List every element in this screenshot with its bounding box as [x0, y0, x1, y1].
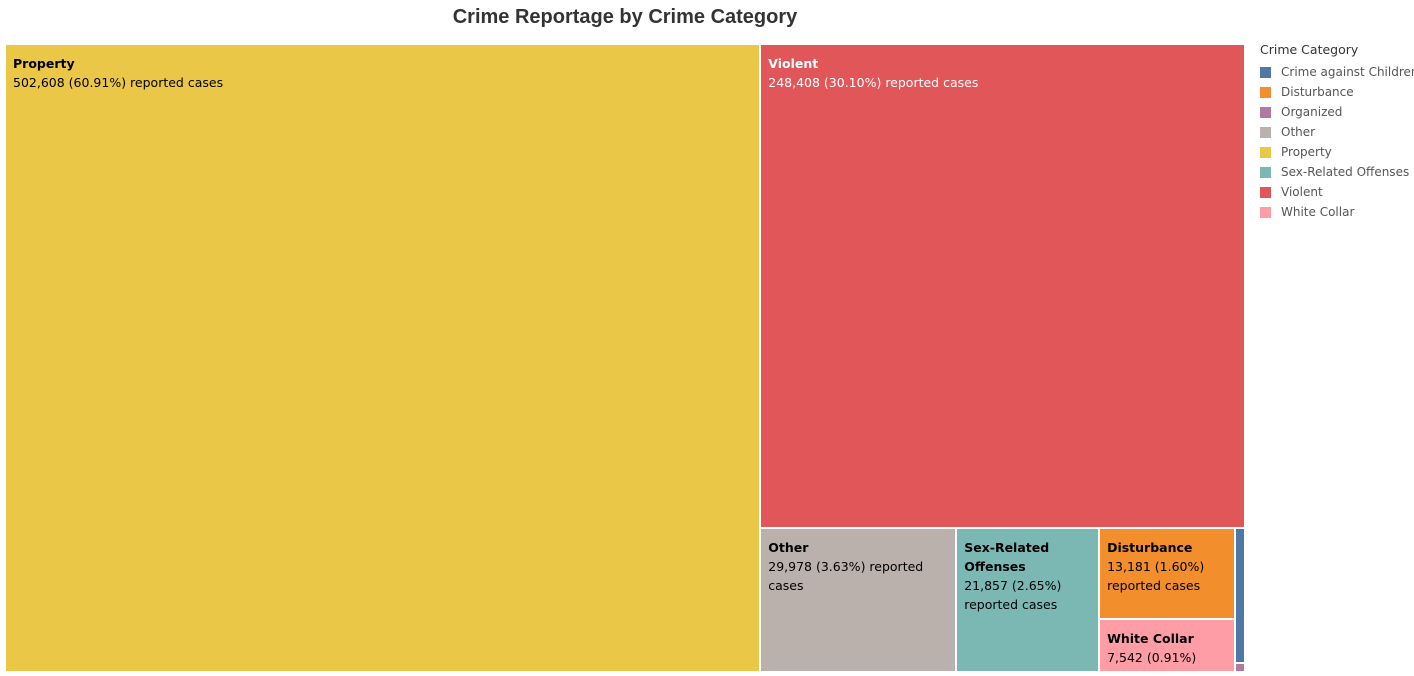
legend-title: Crime Category	[1260, 42, 1359, 57]
legend-item-organized[interactable]: Organized	[1260, 102, 1414, 122]
tile-value-label: 29,978 (3.63%) reported cases	[768, 558, 924, 593]
tile-category-name: Disturbance	[1107, 539, 1193, 555]
legend-label: Crime against Children	[1281, 65, 1414, 79]
tile-value-label: 7,542 (0.91%)	[1107, 650, 1197, 666]
tile-sex-related-offenses[interactable]: Sex-Related Offenses 21,857 (2.65%) repor…	[956, 527, 1100, 672]
tile-label: Sex-Related Offenses 21,857 (2.65%) repor…	[964, 538, 1092, 614]
legend-item-other[interactable]: Other	[1260, 122, 1414, 142]
tile-label: Violent 248,408 (30.10%) reported cases	[768, 54, 1238, 92]
legend-swatch	[1260, 126, 1271, 138]
legend-item-white-collar[interactable]: White Collar	[1260, 202, 1414, 222]
tile-value-label: 13,181 (1.60%) reported cases	[1107, 558, 1205, 593]
tile-category-name: Violent	[768, 56, 819, 71]
legend-label: Other	[1281, 125, 1316, 139]
legend-label: Violent	[1281, 185, 1323, 199]
tile-violent[interactable]: Violent 248,408 (30.10%) reported cases	[760, 44, 1245, 528]
tile-crime-against-children[interactable]	[1234, 527, 1245, 663]
tile-organized[interactable]	[1234, 662, 1245, 672]
tile-disturbance[interactable]: Disturbance 13,181 (1.60%) reported cases	[1099, 527, 1235, 620]
tile-white-collar[interactable]: White Collar 7,542 (0.91%)	[1099, 619, 1235, 672]
tile-value-label: 502,608 (60.91%) reported cases	[13, 75, 224, 90]
legend-item-violent[interactable]: Violent	[1260, 182, 1414, 202]
legend-item-property[interactable]: Property	[1260, 142, 1414, 162]
legend-swatch	[1260, 106, 1271, 118]
tile-label: Other 29,978 (3.63%) reported cases	[768, 538, 949, 595]
chart-title: Crime Reportage by Crime Category	[452, 6, 798, 28]
legend-item-disturbance[interactable]: Disturbance	[1260, 82, 1414, 102]
legend: Crime Category Crime against Children Dis…	[1260, 42, 1414, 222]
tile-category-name: Sex-Related Offenses	[964, 539, 1050, 574]
legend-label: Sex-Related Offenses	[1281, 165, 1410, 179]
legend-label: Property	[1281, 145, 1332, 159]
tile-label: Disturbance 13,181 (1.60%) reported cases	[1107, 538, 1227, 595]
legend-swatch	[1260, 66, 1271, 78]
legend-items: Crime against Children Disturbance Organiz…	[1260, 62, 1414, 222]
tile-other[interactable]: Other 29,978 (3.63%) reported cases	[760, 527, 957, 672]
tile-value-label: 21,857 (2.65%) reported cases	[964, 577, 1062, 612]
legend-swatch	[1260, 186, 1271, 198]
tile-label: White Collar 7,542 (0.91%)	[1107, 629, 1227, 667]
tile-property[interactable]: Property 502,608 (60.91%) reported cases	[5, 44, 761, 672]
treemap: Property 502,608 (60.91%) reported cases V…	[5, 44, 1245, 672]
tile-category-name: White Collar	[1107, 631, 1194, 647]
tile-category-name: Property	[13, 56, 75, 71]
tile-value-label: 248,408 (30.10%) reported cases	[768, 75, 979, 90]
legend-swatch	[1260, 86, 1271, 98]
tile-label: Property 502,608 (60.91%) reported cases	[13, 54, 753, 92]
legend-swatch	[1260, 166, 1271, 178]
legend-label: Organized	[1281, 105, 1343, 119]
legend-label: Disturbance	[1281, 85, 1354, 99]
tile-category-name: Other	[768, 539, 809, 555]
legend-label: White Collar	[1281, 205, 1355, 219]
legend-item-sex-related-offenses[interactable]: Sex-Related Offenses	[1260, 162, 1414, 182]
legend-item-crime-against-children[interactable]: Crime against Children	[1260, 62, 1414, 82]
legend-swatch	[1260, 146, 1271, 158]
legend-swatch	[1260, 206, 1271, 218]
